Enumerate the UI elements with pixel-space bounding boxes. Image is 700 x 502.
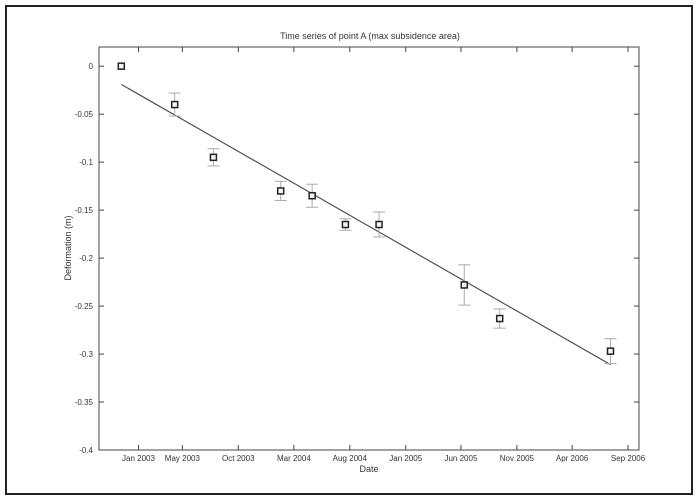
y-tick-label: -0.1 bbox=[79, 158, 93, 167]
data-point bbox=[276, 187, 285, 195]
y-tick-label: -0.4 bbox=[79, 446, 93, 455]
y-axis-label: Deformation (m) bbox=[63, 215, 73, 280]
y-tick-label: 0 bbox=[89, 62, 94, 71]
x-tick-label: May 2003 bbox=[165, 454, 201, 463]
data-points-group bbox=[117, 62, 617, 365]
x-tick-label: Sep 2006 bbox=[611, 454, 646, 463]
x-tick-label: Oct 2003 bbox=[222, 454, 255, 463]
data-point bbox=[341, 220, 350, 229]
data-point bbox=[375, 220, 383, 229]
x-tick-label: Mar 2004 bbox=[277, 454, 311, 463]
data-point bbox=[495, 314, 504, 323]
trend-line bbox=[121, 83, 611, 366]
y-tick-label: -0.15 bbox=[75, 206, 94, 215]
data-point bbox=[308, 191, 316, 200]
y-tick-label: -0.05 bbox=[75, 110, 94, 119]
trend-line-group bbox=[121, 83, 611, 366]
x-tick-label: Jan 2003 bbox=[122, 454, 155, 463]
x-tick-label: Jun 2005 bbox=[444, 454, 477, 463]
chart-title: Time series of point A (max subsidence a… bbox=[280, 31, 460, 41]
data-point bbox=[460, 281, 468, 289]
data-point bbox=[170, 100, 179, 109]
y-tick-label: -0.2 bbox=[79, 254, 93, 263]
x-axis-ticks: Jan 2003 May 2003 Oct 2003 Mar 2004 Aug 2004… bbox=[122, 47, 646, 463]
x-tick-label: Aug 2004 bbox=[333, 454, 368, 463]
y-tick-label: -0.35 bbox=[75, 398, 94, 407]
data-point bbox=[209, 153, 218, 162]
data-point bbox=[606, 347, 615, 355]
x-tick-label: Apr 2006 bbox=[556, 454, 589, 463]
x-tick-label: Nov 2005 bbox=[500, 454, 535, 463]
plot-area bbox=[98, 46, 640, 451]
y-tick-label: -0.25 bbox=[75, 302, 94, 311]
y-axis-ticks: 0 -0.05 -0.1 -0.15 -0.2 -0.25 -0.3 -0.35 -0.4 bbox=[75, 62, 639, 455]
x-tick-label: Jan 2005 bbox=[389, 454, 422, 463]
x-axis-label: Date bbox=[359, 464, 378, 474]
y-tick-label: -0.3 bbox=[79, 350, 93, 359]
data-point bbox=[117, 62, 126, 70]
